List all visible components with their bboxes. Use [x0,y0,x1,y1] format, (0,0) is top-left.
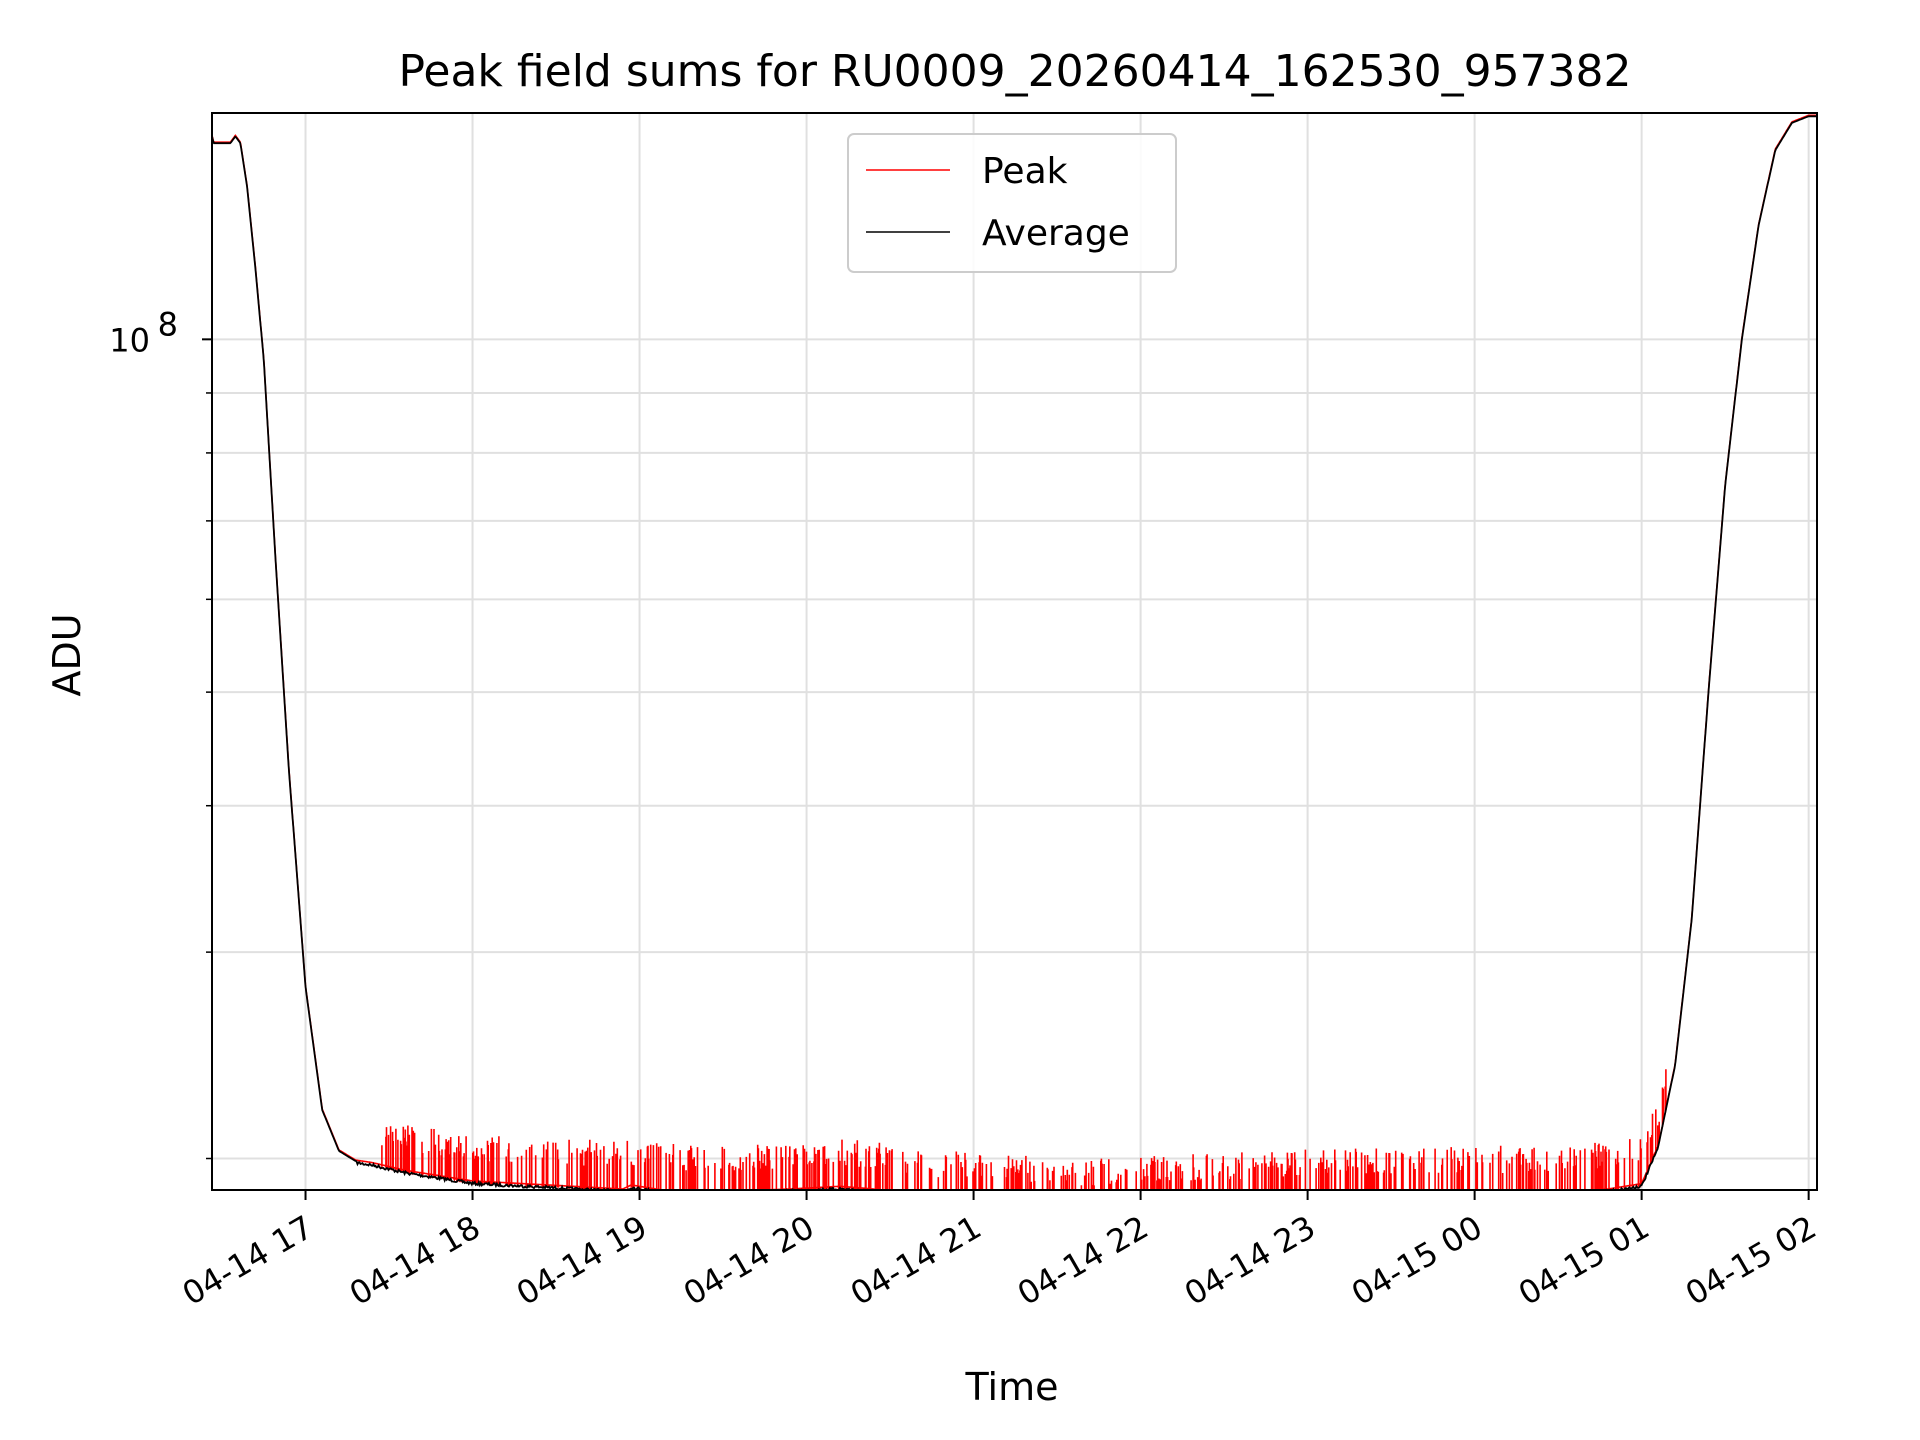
grid [212,113,1817,1190]
x-tick-label: 04-14 18 [343,1208,487,1313]
peak-series-line [212,114,1817,1190]
legend: Peak Average [847,133,1177,273]
plot-frame [211,112,1818,1191]
x-tick-label: 04-14 19 [510,1208,654,1313]
legend-label-average: Average [982,213,1130,254]
x-tick-label: 04-14 23 [1178,1208,1322,1313]
x-tick-label: 04-15 02 [1679,1208,1823,1313]
x-axis: 04-14 17 04-14 18 04-14 19 04-14 20 04-14 21… [176,1190,1823,1313]
x-tick-label: 04-14 22 [1011,1208,1155,1313]
x-tick-label: 04-14 21 [844,1208,988,1313]
x-axis-label: Time [965,1365,1059,1409]
x-tick-label: 04-14 17 [176,1208,320,1313]
average-series-line [212,115,1817,1190]
y-axis: 10 8 [109,305,212,1160]
legend-label-peak: Peak [982,151,1068,192]
x-tick-label: 04-14 20 [677,1208,821,1313]
y-tick-label-exponent: 8 [158,305,178,343]
x-tick-label: 04-15 01 [1512,1208,1656,1313]
legend-box [847,133,1177,273]
y-tick-label: 10 [109,321,150,359]
y-axis-label: ADU [45,613,89,696]
chart-title: Peak field sums for RU0009_20260414_1625… [398,46,1631,97]
x-tick-label: 04-15 00 [1345,1208,1489,1313]
